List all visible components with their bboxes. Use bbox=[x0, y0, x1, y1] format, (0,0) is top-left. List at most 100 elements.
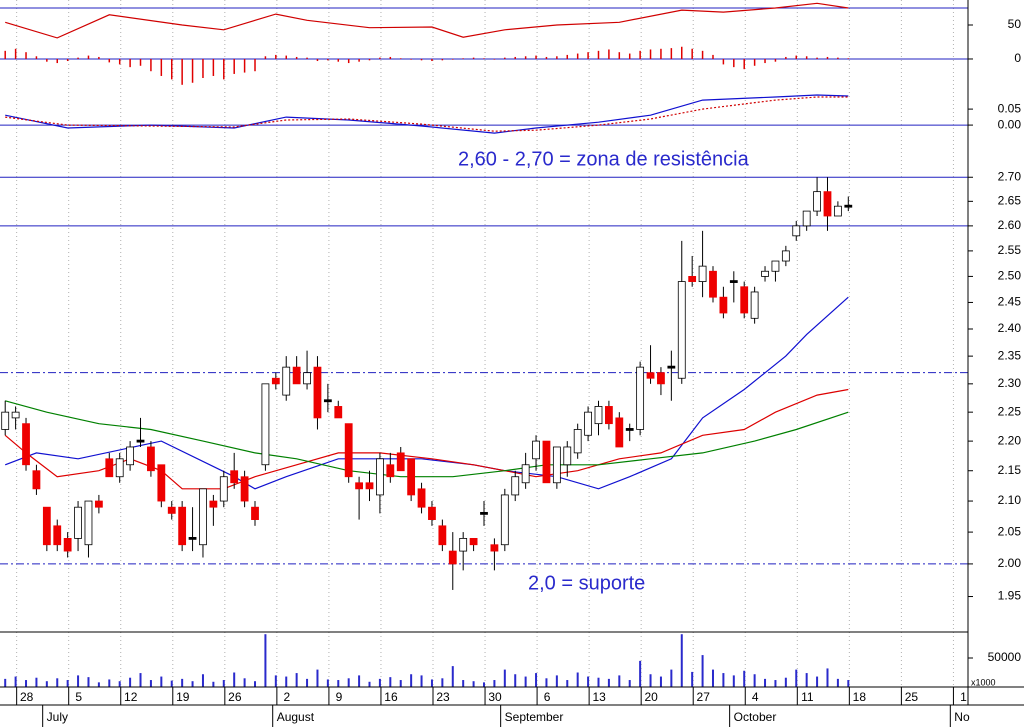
volume-bar bbox=[254, 681, 257, 687]
y-tick-label: 2.10 bbox=[998, 493, 1022, 507]
candle-body bbox=[271, 377, 280, 385]
y-tick-label: 2.00 bbox=[998, 556, 1022, 570]
y-tick-label: 2.65 bbox=[998, 194, 1022, 208]
candle-body bbox=[167, 506, 176, 514]
volume-bar bbox=[35, 677, 38, 687]
volume-bar bbox=[753, 674, 756, 687]
candle-body bbox=[105, 458, 114, 478]
candle-body bbox=[355, 482, 363, 490]
volume-bar bbox=[774, 680, 777, 687]
volume-bar bbox=[108, 679, 111, 687]
y-tick-label: 0 bbox=[1014, 51, 1021, 65]
volume-bar bbox=[639, 660, 642, 687]
volume-bar bbox=[201, 674, 204, 687]
candle-body bbox=[802, 210, 811, 227]
volume-bar bbox=[472, 681, 475, 687]
volume-bar bbox=[764, 678, 767, 687]
candle-body bbox=[157, 464, 166, 502]
candle-body bbox=[688, 276, 697, 282]
x-tick-label: 18 bbox=[853, 690, 867, 704]
candle-body bbox=[750, 291, 759, 319]
month-label: October bbox=[734, 710, 777, 724]
candle-body bbox=[386, 464, 395, 478]
volume-bar bbox=[56, 678, 59, 687]
candle-body bbox=[677, 281, 686, 379]
month-label: July bbox=[47, 710, 68, 724]
volume-bar bbox=[97, 682, 100, 687]
candle-body bbox=[1, 411, 10, 430]
volume-bar bbox=[87, 677, 90, 687]
volume-bar bbox=[399, 680, 402, 687]
volume-bar bbox=[649, 674, 652, 687]
x-tick-label: 5 bbox=[75, 690, 82, 704]
candle-body bbox=[292, 366, 301, 385]
volume-bar bbox=[732, 675, 735, 687]
x-tick-label: 2 bbox=[284, 690, 291, 704]
volume-bar bbox=[826, 668, 829, 687]
y-tick-label: 2.70 bbox=[998, 169, 1022, 183]
volume-bar bbox=[576, 672, 579, 687]
annotation: 2,0 = suporte bbox=[528, 572, 645, 594]
candle-body bbox=[532, 440, 540, 460]
volume-bar bbox=[77, 675, 80, 687]
x-tick-label: 23 bbox=[436, 690, 450, 704]
x-tick-label: 13 bbox=[592, 690, 606, 704]
volume-bar bbox=[816, 676, 819, 687]
line-series bbox=[5, 2, 849, 39]
y-tick-label: 2.50 bbox=[998, 269, 1022, 283]
volume-bar bbox=[618, 675, 621, 687]
volume-bar bbox=[493, 680, 496, 687]
y-tick-label: 50 bbox=[1008, 17, 1022, 31]
y-tick-label: 50000 bbox=[988, 650, 1022, 664]
y-tick-label: 2.55 bbox=[998, 243, 1022, 257]
x-tick-label: 12 bbox=[124, 690, 138, 704]
volume-bar bbox=[389, 677, 392, 687]
volume-bar bbox=[347, 678, 350, 687]
candle-body bbox=[729, 280, 738, 283]
volume-bar bbox=[285, 676, 288, 687]
volume-bar bbox=[659, 676, 662, 687]
candle-body bbox=[667, 365, 676, 369]
volume-bar bbox=[212, 681, 215, 687]
candle-body bbox=[94, 500, 103, 508]
candle-body bbox=[230, 470, 239, 484]
candle-body bbox=[438, 525, 447, 546]
volume-bar bbox=[462, 680, 465, 687]
candle-body bbox=[761, 270, 769, 277]
volume-bar bbox=[368, 681, 371, 687]
volume-bar bbox=[170, 680, 173, 687]
candle-body bbox=[428, 506, 436, 520]
candle-body bbox=[719, 296, 728, 314]
volume-bar bbox=[149, 680, 152, 687]
y-tick-label: 2.40 bbox=[998, 321, 1022, 335]
volume-bar bbox=[441, 678, 444, 687]
volume-bar bbox=[191, 681, 194, 687]
annotation: 2,60 - 2,70 = zona de resistência bbox=[458, 148, 750, 170]
y-tick-label: 1.95 bbox=[998, 589, 1022, 603]
volume-bar bbox=[587, 676, 590, 687]
volume-bar bbox=[66, 680, 69, 687]
x-tick-label: 30 bbox=[488, 690, 502, 704]
candle-body bbox=[11, 411, 20, 419]
candle-body bbox=[833, 205, 842, 217]
month-label: September bbox=[505, 710, 564, 724]
candle-body bbox=[84, 500, 93, 546]
candle-body bbox=[22, 423, 30, 466]
candle-body bbox=[365, 482, 374, 490]
candle-body bbox=[219, 476, 228, 502]
candle-body bbox=[605, 406, 613, 425]
candle-body bbox=[178, 506, 187, 546]
volume-bar bbox=[451, 666, 454, 687]
line-series bbox=[4, 388, 849, 490]
volume-bar bbox=[670, 669, 673, 687]
candle-body bbox=[407, 458, 416, 496]
candle-body bbox=[188, 536, 197, 540]
x-tick-label: 27 bbox=[697, 690, 711, 704]
volume-bar bbox=[743, 670, 746, 687]
candle-body bbox=[615, 417, 624, 448]
volume-bar bbox=[711, 669, 714, 687]
x-tick-label: 25 bbox=[905, 690, 919, 704]
candle-body bbox=[313, 366, 322, 419]
volume-bar bbox=[847, 680, 850, 687]
